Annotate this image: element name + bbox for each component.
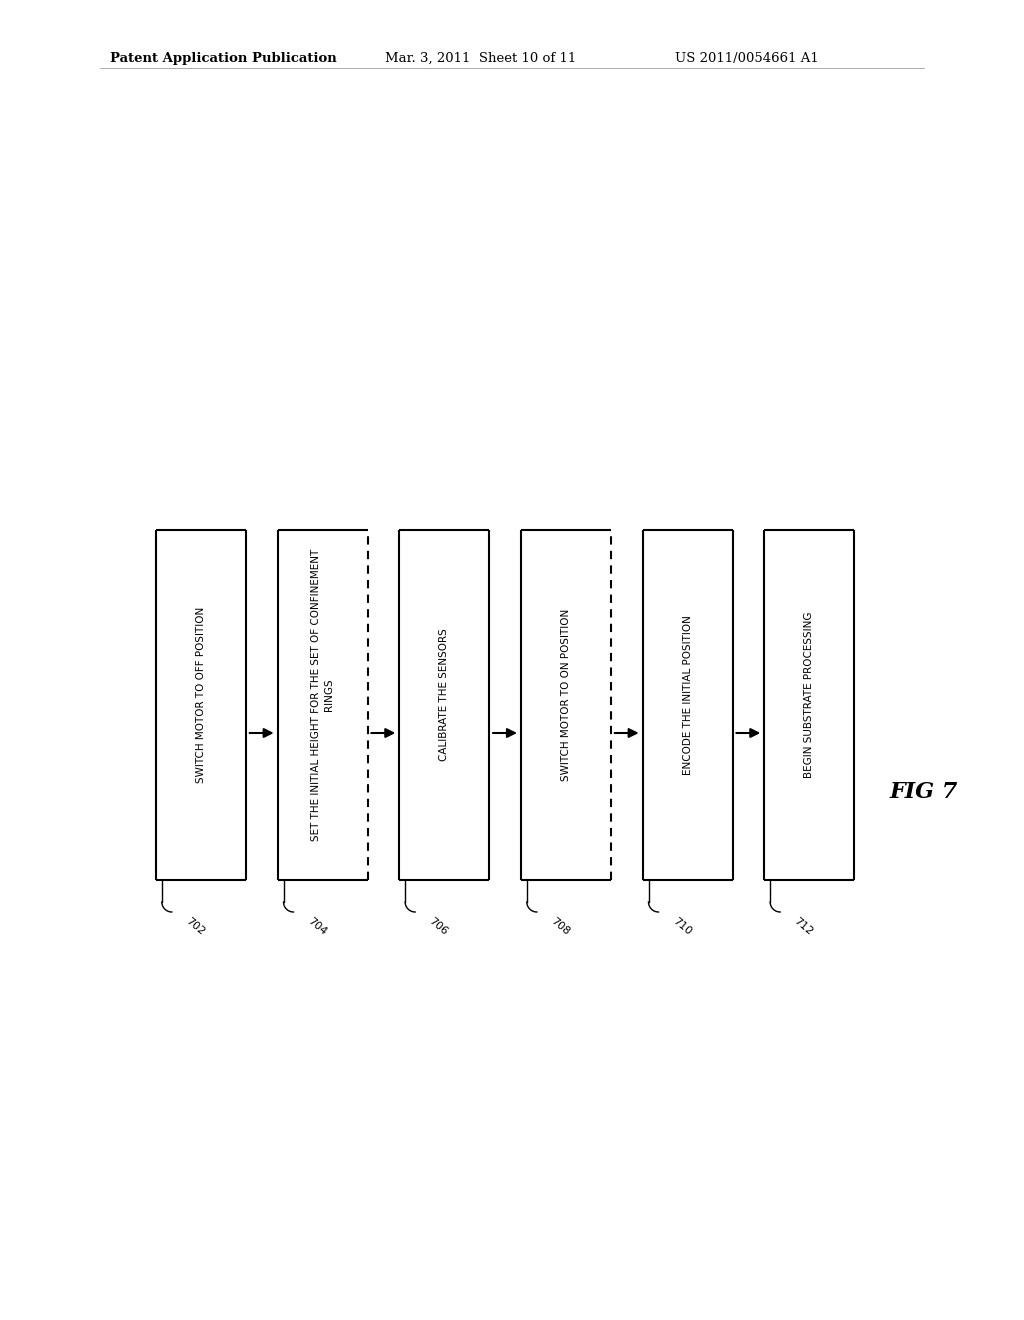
- Text: FIG 7: FIG 7: [889, 781, 957, 804]
- Polygon shape: [156, 531, 246, 880]
- Text: 712: 712: [793, 916, 815, 937]
- Text: US 2011/0054661 A1: US 2011/0054661 A1: [675, 51, 819, 65]
- Text: 710: 710: [671, 916, 693, 937]
- Text: SWITCH MOTOR TO OFF POSITION: SWITCH MOTOR TO OFF POSITION: [196, 607, 206, 783]
- Text: CALIBRATE THE SENSORS: CALIBRATE THE SENSORS: [439, 628, 450, 762]
- Text: 702: 702: [184, 916, 207, 937]
- Polygon shape: [642, 531, 732, 880]
- Polygon shape: [764, 531, 854, 880]
- Polygon shape: [399, 531, 489, 880]
- Text: 704: 704: [305, 916, 329, 937]
- Polygon shape: [521, 531, 611, 880]
- Text: 708: 708: [549, 916, 571, 937]
- Text: Mar. 3, 2011  Sheet 10 of 11: Mar. 3, 2011 Sheet 10 of 11: [385, 51, 577, 65]
- Text: SET THE INITIAL HEIGHT FOR THE SET OF CONFINEMENT
RINGS: SET THE INITIAL HEIGHT FOR THE SET OF CO…: [311, 549, 334, 841]
- Text: 706: 706: [427, 916, 450, 937]
- Text: Patent Application Publication: Patent Application Publication: [110, 51, 337, 65]
- Text: ENCODE THE INITIAL POSITION: ENCODE THE INITIAL POSITION: [683, 615, 692, 775]
- Polygon shape: [278, 531, 368, 880]
- Text: SWITCH MOTOR TO ON POSITION: SWITCH MOTOR TO ON POSITION: [561, 609, 570, 781]
- Text: BEGIN SUBSTRATE PROCESSING: BEGIN SUBSTRATE PROCESSING: [804, 611, 814, 779]
